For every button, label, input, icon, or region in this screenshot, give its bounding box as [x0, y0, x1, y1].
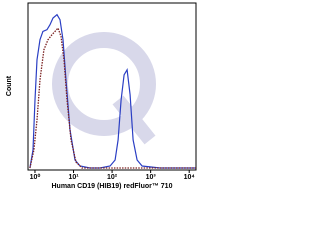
x-axis-label: Human CD19 (HIB19) redFluor™ 710 [52, 183, 173, 190]
y-axis-label: Count [6, 75, 13, 96]
histogram-line [29, 13, 196, 169]
x-tick-label: 10⁴ [184, 174, 196, 181]
x-tick-label: 10¹ [68, 174, 79, 181]
chart: Human CD19 (HIB19) redFluor™ 710 Count 1… [6, 2, 197, 190]
histogram-line [29, 26, 196, 169]
x-tick-label: 10² [107, 174, 118, 181]
x-tick-label: 10⁰ [30, 173, 41, 181]
x-tick-label: 10³ [146, 174, 157, 181]
page: Human CD19 (HIB19) redFluor™ 710 Count 1… [5, 2, 197, 190]
watermark [52, 32, 156, 145]
